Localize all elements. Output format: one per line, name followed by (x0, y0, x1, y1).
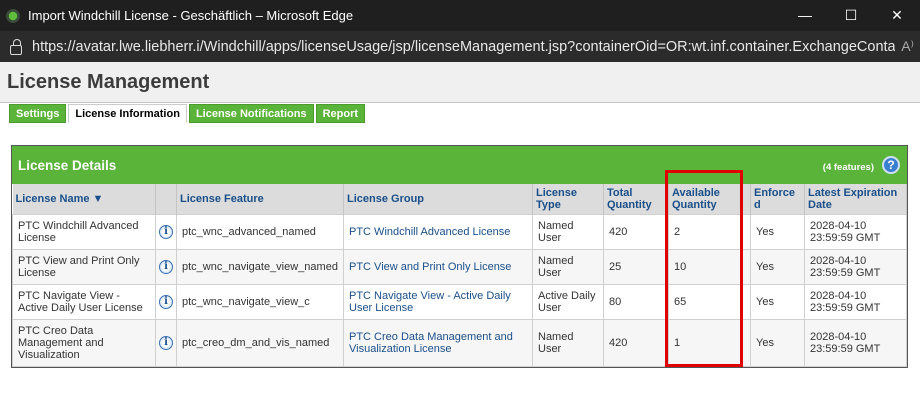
expiration-date: 2028-04-10 23:59:59 GMT (804, 248, 907, 285)
license-group[interactable]: PTC View and Print Only License (343, 248, 533, 285)
window-controls: — ☐ ✕ (782, 0, 920, 31)
license-name: PTC Navigate View - Active Daily User Li… (12, 283, 156, 320)
license-name: PTC View and Print Only License (12, 248, 156, 285)
license-type: Active Daily User (532, 283, 604, 320)
enforced: Yes (750, 283, 805, 320)
available-quantity: 65 (668, 283, 751, 320)
col-license-name[interactable]: License Name ▼ (12, 184, 156, 214)
license-details-panel: License Details (4 features) ? License N… (11, 145, 908, 368)
license-type: Named User (532, 318, 604, 367)
col-license-group[interactable]: License Group (343, 184, 533, 214)
info-icon[interactable]: i (159, 294, 173, 309)
col-info (155, 184, 177, 214)
col-license-type[interactable]: License Type (532, 184, 604, 214)
license-group[interactable]: PTC Creo Data Management and Visualizati… (343, 318, 533, 367)
window-title: Import Windchill License - Geschäftlich … (28, 8, 354, 23)
col-total-quantity[interactable]: Total Quantity (603, 184, 669, 214)
expiration-date: 2028-04-10 23:59:59 GMT (804, 283, 907, 320)
feature-count: (4 features) (822, 161, 874, 173)
info-icon[interactable]: i (159, 224, 173, 239)
title-bar: Import Windchill License - Geschäftlich … (0, 0, 920, 31)
table-row: PTC Creo Data Management and Visualizati… (12, 318, 907, 367)
license-feature: ptc_creo_dm_and_vis_named (176, 318, 344, 367)
url-text[interactable]: https://avatar.lwe.liebherr.i/Windchill/… (32, 38, 896, 55)
license-feature: ptc_wnc_navigate_view_named (176, 248, 344, 285)
lock-icon[interactable] (10, 38, 22, 55)
tab-settings[interactable]: Settings (9, 104, 67, 123)
col-enforced[interactable]: Enforced (750, 184, 805, 214)
license-name: PTC Windchill Advanced License (12, 213, 156, 250)
tab-bar: Settings License Information License Not… (9, 104, 366, 123)
table-row: PTC Windchill Advanced License i ptc_wnc_a… (12, 213, 907, 250)
table-row: PTC View and Print Only License i ptc_wnc_… (12, 248, 907, 285)
panel-title: License Details (18, 157, 117, 173)
address-bar[interactable]: https://avatar.lwe.liebherr.i/Windchill/… (0, 31, 920, 62)
license-feature: ptc_wnc_navigate_view_c (176, 283, 344, 320)
tab-report[interactable]: Report (315, 104, 366, 123)
license-group[interactable]: PTC Navigate View - Active Daily User Li… (343, 283, 533, 320)
expiration-date: 2028-04-10 23:59:59 GMT (804, 213, 907, 250)
enforced: Yes (750, 213, 805, 250)
total-quantity: 80 (603, 283, 669, 320)
page-header: License Management (0, 62, 920, 103)
page-content: License Management Settings License Info… (0, 62, 920, 406)
maximize-button[interactable]: ☐ (844, 7, 858, 23)
col-expiration-date[interactable]: Latest Expiration Date (804, 184, 907, 214)
license-name: PTC Creo Data Management and Visualizati… (12, 318, 156, 367)
info-cell: i (155, 283, 177, 320)
license-type: Named User (532, 248, 604, 285)
read-aloud-icon[interactable]: A⁾ (901, 38, 914, 54)
available-quantity: 10 (668, 248, 751, 285)
total-quantity: 420 (603, 213, 669, 250)
table-row: PTC Navigate View - Active Daily User Li… (12, 283, 907, 320)
info-icon[interactable]: i (159, 259, 173, 274)
col-license-feature[interactable]: License Feature (176, 184, 344, 214)
help-icon[interactable]: ? (882, 156, 900, 174)
minimize-button[interactable]: — (798, 7, 812, 23)
available-quantity: 2 (668, 213, 751, 250)
enforced: Yes (750, 248, 805, 285)
info-cell: i (155, 318, 177, 367)
total-quantity: 25 (603, 248, 669, 285)
available-quantity: 1 (668, 318, 751, 367)
enforced: Yes (750, 318, 805, 367)
expiration-date: 2028-04-10 23:59:59 GMT (804, 318, 907, 367)
tab-license-information[interactable]: License Information (68, 104, 187, 123)
page-title: License Management (7, 71, 210, 93)
license-table: License Name ▼ License Feature License G… (12, 184, 907, 367)
info-cell: i (155, 213, 177, 250)
tab-license-notifications[interactable]: License Notifications (188, 104, 314, 123)
license-feature: ptc_wnc_advanced_named (176, 213, 344, 250)
panel-header: License Details (4 features) ? (12, 146, 907, 184)
table-body: PTC Windchill Advanced License i ptc_wnc_a… (12, 213, 907, 367)
license-type: Named User (532, 213, 604, 250)
info-icon[interactable]: i (159, 335, 173, 350)
col-available-quantity[interactable]: Available Quantity (668, 184, 751, 214)
info-cell: i (155, 248, 177, 285)
total-quantity: 420 (603, 318, 669, 367)
app-icon (6, 8, 20, 23)
license-group[interactable]: PTC Windchill Advanced License (343, 213, 533, 250)
close-button[interactable]: ✕ (891, 7, 903, 23)
